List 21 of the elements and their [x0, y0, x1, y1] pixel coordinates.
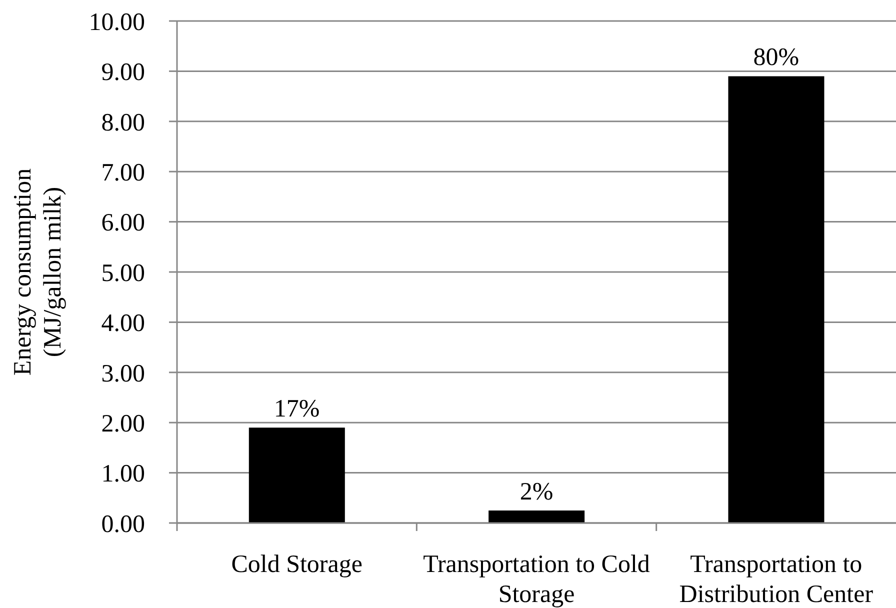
bar: [728, 76, 824, 523]
y-tick-label: 7.00: [101, 159, 145, 186]
y-tick-label: 8.00: [101, 109, 145, 136]
y-tick-label: 10.00: [88, 8, 145, 36]
annotation: 80%: [753, 44, 800, 72]
bar: [248, 428, 345, 523]
annotation: 2%: [520, 478, 554, 506]
y-tick-label: 5.00: [101, 260, 145, 287]
x-tick-label: Transportation to Cold Storage: [423, 551, 650, 608]
annotation: 17%: [274, 396, 320, 423]
y-tick-label: 9.00: [101, 59, 145, 86]
y-tick-label: 4.00: [101, 310, 145, 338]
y-tick-label: 1.00: [101, 460, 145, 488]
x-tick-label: Cold Storage: [231, 551, 362, 578]
x-tick-label: Transportation to Distribution Center: [679, 551, 874, 608]
y-tick-label: 0.00: [101, 510, 145, 538]
bar: [488, 510, 585, 523]
y-tick-label: 6.00: [101, 210, 145, 237]
y-tick-label: 3.00: [101, 360, 145, 388]
y-axis-title: Energy consumption (MJ/gallon milk): [9, 168, 66, 376]
y-tick-label: 2.00: [101, 410, 145, 438]
